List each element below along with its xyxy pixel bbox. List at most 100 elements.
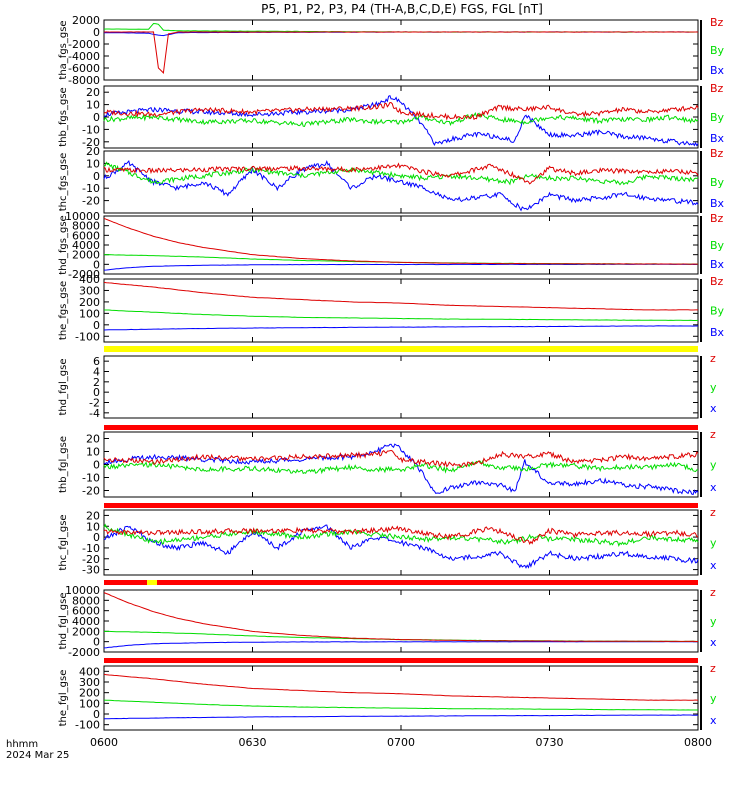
legend-z: z	[710, 428, 716, 441]
series-By	[104, 309, 699, 321]
y-tick-label: -6000	[68, 62, 100, 75]
y-axis-label: the_fgl_gse	[58, 670, 69, 727]
y-tick-label: 0	[93, 170, 100, 183]
status-bar-3	[104, 503, 698, 508]
legend-Bz: Bz	[710, 147, 724, 160]
y-tick-label: 0	[93, 258, 100, 271]
legend-By: By	[710, 44, 725, 57]
y-tick-label: 400	[79, 665, 100, 678]
status-bar-gap	[147, 580, 157, 585]
y-axis-label: tha_fgs_gse	[58, 20, 69, 79]
legend-By: By	[710, 176, 725, 189]
legend-y: y	[710, 537, 717, 550]
legend-Bz: Bz	[710, 82, 724, 95]
x-tick-label: 0700	[387, 736, 415, 749]
y-tick-label: 10	[86, 520, 100, 533]
y-tick-label: 300	[79, 284, 100, 297]
x-tick-label: 0600	[90, 736, 118, 749]
axis-hatch	[700, 279, 702, 342]
axis-hatch	[700, 666, 702, 730]
axis-hatch	[700, 216, 702, 274]
y-tick-label: 4	[93, 366, 100, 379]
series-Bx	[103, 95, 699, 147]
y-tick-label: 10	[86, 157, 100, 170]
y-tick-label: -2	[89, 397, 100, 410]
y-tick-label: 200	[79, 687, 100, 700]
series-Bz	[103, 281, 698, 311]
y-tick-label: -100	[75, 330, 100, 343]
legend-By: By	[710, 239, 725, 252]
x-tick-label: 0630	[239, 736, 267, 749]
legend-x: x	[710, 559, 717, 572]
y-axis-label: thb_fgl_gse	[58, 436, 69, 493]
series-z	[103, 673, 699, 701]
y-axis-label: thd_fgl_gse	[58, 593, 69, 650]
y-axis-label: thd_fgl_gse	[58, 359, 69, 416]
y-tick-label: 0	[93, 531, 100, 544]
x-tick-label: 0730	[536, 736, 564, 749]
y-tick-label: 6	[93, 355, 100, 368]
legend-Bx: Bx	[710, 258, 725, 271]
y-tick-label: -20	[82, 136, 100, 149]
series-Bx	[103, 325, 698, 331]
xunit-label: hhmm	[6, 739, 38, 750]
y-axis-label: thc_fgs_gse	[58, 153, 69, 212]
y-tick-label: 10000	[65, 210, 100, 223]
y-tick-label: -10	[82, 542, 100, 555]
legend-z: z	[710, 506, 716, 519]
y-tick-label: 8000	[72, 594, 100, 607]
y-axis-label: thb_fgs_gse	[58, 87, 69, 146]
legend-x: x	[710, 481, 717, 494]
y-tick-label: -10	[82, 182, 100, 195]
panel-frame	[103, 85, 699, 149]
series-Bz	[103, 101, 699, 121]
legend-y: y	[710, 459, 717, 472]
legend-Bx: Bx	[710, 132, 725, 145]
legend-x: x	[710, 714, 717, 727]
legend-Bx: Bx	[710, 197, 725, 210]
series-x	[104, 524, 699, 569]
y-tick-label: 6000	[72, 229, 100, 242]
y-tick-label: -2000	[68, 38, 100, 51]
y-tick-label: 0	[93, 636, 100, 649]
y-tick-label: 4000	[72, 615, 100, 628]
axis-hatch	[700, 151, 702, 213]
y-tick-label: 400	[79, 273, 100, 286]
y-tick-label: -30	[82, 564, 100, 577]
panel-frame	[103, 150, 699, 214]
legend-z: z	[710, 352, 716, 365]
status-bar-2	[104, 425, 698, 430]
y-tick-label: 2	[93, 376, 100, 389]
y-tick-label: -20	[82, 195, 100, 208]
legend-x: x	[710, 402, 717, 415]
y-tick-label: 10	[86, 446, 100, 459]
series-y	[103, 699, 698, 711]
series-y	[103, 523, 699, 547]
status-bar-4	[104, 580, 698, 585]
series-z	[103, 449, 699, 468]
y-axis-label: thd_fgs_gse	[58, 215, 69, 274]
y-tick-label: 0	[93, 386, 100, 399]
series-x	[103, 714, 699, 720]
y-tick-label: -10	[82, 472, 100, 485]
y-tick-label: 100	[79, 307, 100, 320]
series-Bx	[103, 159, 699, 212]
legend-Bz: Bz	[710, 275, 724, 288]
y-tick-label: -10	[82, 123, 100, 136]
series-Bz	[103, 162, 699, 185]
date-label: 2024 Mar 25	[6, 750, 69, 761]
y-tick-label: 300	[79, 676, 100, 689]
series-z	[103, 525, 699, 545]
y-tick-label: 2000	[72, 14, 100, 27]
y-tick-label: -2000	[68, 646, 100, 659]
legend-z: z	[710, 586, 716, 599]
y-tick-label: -4	[89, 407, 100, 420]
